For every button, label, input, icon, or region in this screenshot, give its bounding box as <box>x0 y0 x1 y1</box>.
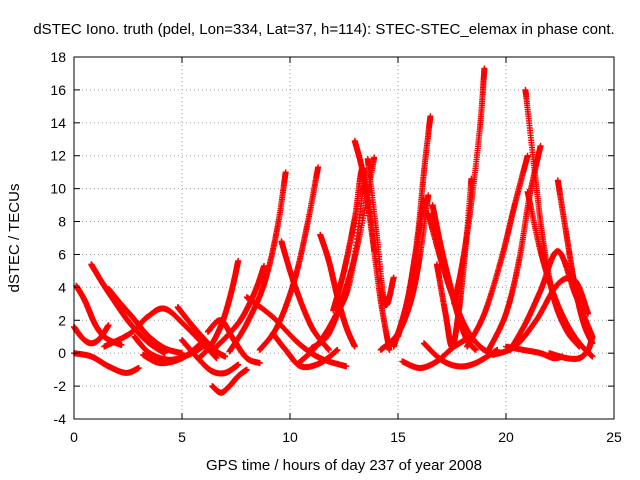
series-pass-16 <box>256 164 322 353</box>
marker-trail <box>351 137 393 353</box>
series-pass-06 <box>101 305 220 362</box>
series-pass-18 <box>269 330 341 371</box>
y-tick-label: 18 <box>50 49 66 65</box>
y-tick-label: 0 <box>58 345 66 361</box>
x-tick-label: 5 <box>178 429 186 445</box>
series-pass-28 <box>395 113 434 340</box>
x-tick-label: 15 <box>390 429 406 445</box>
x-tick-label: 25 <box>606 429 622 445</box>
marker-trail <box>256 164 322 353</box>
y-tick-label: 12 <box>50 148 66 164</box>
series-pass-03 <box>71 350 142 376</box>
series-pass-01 <box>71 322 112 347</box>
y-tick-label: 6 <box>58 246 66 262</box>
marker-trail <box>101 305 220 362</box>
series-pass-24 <box>351 137 393 353</box>
y-tick-label: 16 <box>50 82 66 98</box>
x-tick-label: 10 <box>282 429 298 445</box>
marker-trail <box>546 333 596 362</box>
y-tick-label: 8 <box>58 214 66 230</box>
y-tick-label: 4 <box>58 279 66 295</box>
series-pass-08 <box>140 342 203 367</box>
series-pass-43 <box>546 333 596 362</box>
series-pass-41 <box>490 274 592 358</box>
marker-trail <box>226 169 289 355</box>
y-tick-label: 2 <box>58 312 66 328</box>
marker-trail <box>105 286 185 357</box>
marker-trail <box>174 304 229 360</box>
marker-trail <box>451 65 488 307</box>
x-tick-label: 20 <box>498 429 514 445</box>
marker-trail <box>209 366 250 396</box>
marker-trail <box>269 330 341 371</box>
y-tick-label: -2 <box>54 378 67 394</box>
series-pass-34 <box>420 340 501 370</box>
y-tick-label: -4 <box>54 411 67 427</box>
chart-title: dSTEC Iono. truth (pdel, Lon=334, Lat=37… <box>33 21 614 38</box>
series-pass-33 <box>451 65 488 307</box>
y-tick-label: 10 <box>50 181 66 197</box>
series-pass-12 <box>196 258 242 362</box>
y-axis-title: dSTEC / TECUs <box>6 184 23 293</box>
series-pass-11 <box>209 366 250 396</box>
marker-trail <box>278 238 332 353</box>
marker-trail <box>395 113 434 340</box>
marker-trail <box>420 340 501 370</box>
series-pass-15 <box>226 169 289 355</box>
plot-frame <box>73 56 615 420</box>
x-axis-title: GPS time / hours of day 237 of year 2008 <box>206 457 482 474</box>
series-pass-25 <box>364 156 397 309</box>
marker-trail <box>490 274 592 358</box>
series-pass-19 <box>278 238 332 353</box>
marker-trail <box>364 156 397 309</box>
marker-trail <box>71 322 112 347</box>
marker-trail <box>196 258 242 362</box>
x-tick-label: 0 <box>70 429 78 445</box>
data-series <box>71 65 596 396</box>
series-pass-05 <box>105 286 185 357</box>
series-pass-09 <box>174 304 229 360</box>
y-tick-label: 14 <box>50 115 66 131</box>
axis-ticks: 0 5 10 15 20 25 -4 -2 0 2 4 6 8 10 12 14 16 18 <box>50 49 622 445</box>
marker-trail <box>464 152 531 350</box>
marker-trail <box>317 231 358 350</box>
series-pass-35 <box>464 152 531 350</box>
series-pass-22 <box>317 231 358 350</box>
marker-trail <box>71 350 142 376</box>
marker-trail <box>140 342 203 367</box>
